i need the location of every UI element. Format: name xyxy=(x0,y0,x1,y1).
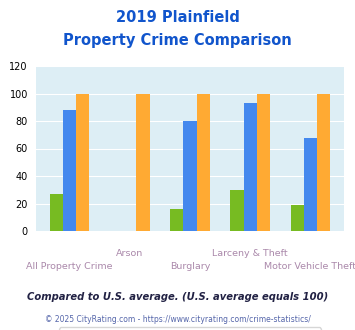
Bar xyxy=(244,103,257,231)
Bar xyxy=(76,93,89,231)
Text: 2019 Plainfield: 2019 Plainfield xyxy=(116,10,239,25)
Text: Burglary: Burglary xyxy=(170,262,210,271)
Bar xyxy=(317,93,330,231)
Text: All Property Crime: All Property Crime xyxy=(26,262,113,271)
Bar xyxy=(197,93,210,231)
Legend: Plainfield, Illinois, National: Plainfield, Illinois, National xyxy=(59,327,321,330)
Bar xyxy=(136,93,149,231)
Bar xyxy=(50,194,63,231)
Bar xyxy=(170,209,183,231)
Bar xyxy=(183,121,197,231)
Text: Larceny & Theft: Larceny & Theft xyxy=(212,249,288,258)
Bar xyxy=(63,110,76,231)
Bar xyxy=(304,138,317,231)
Text: Compared to U.S. average. (U.S. average equals 100): Compared to U.S. average. (U.S. average … xyxy=(27,292,328,302)
Text: © 2025 CityRating.com - https://www.cityrating.com/crime-statistics/: © 2025 CityRating.com - https://www.city… xyxy=(45,315,310,324)
Bar xyxy=(257,93,270,231)
Bar xyxy=(290,205,304,231)
Text: Arson: Arson xyxy=(116,249,143,258)
Bar xyxy=(230,190,244,231)
Text: Property Crime Comparison: Property Crime Comparison xyxy=(63,33,292,48)
Text: Motor Vehicle Theft: Motor Vehicle Theft xyxy=(264,262,355,271)
